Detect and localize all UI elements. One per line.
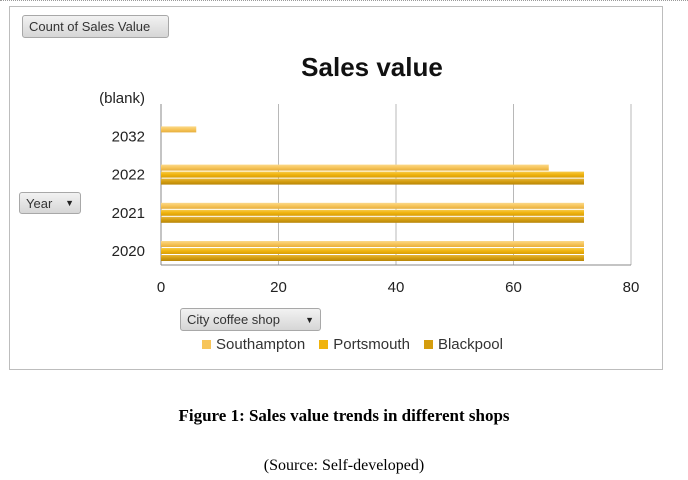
dropdown-arrow-icon: ▼ bbox=[305, 314, 314, 325]
legend-item-portsmouth: Portsmouth bbox=[319, 336, 410, 353]
legend-swatch bbox=[202, 340, 211, 349]
series-filter-dropdown[interactable]: City coffee shop ▼ bbox=[180, 308, 321, 331]
figure-source: (Source: Self-developed) bbox=[263, 457, 425, 474]
legend-swatch bbox=[423, 340, 433, 349]
chart-title: Sales value bbox=[301, 52, 443, 82]
values-field-label: Count of Sales Value bbox=[29, 19, 151, 34]
legend-item-southampton: Southampton bbox=[202, 336, 305, 353]
series-filter-label: City coffee shop bbox=[187, 312, 280, 327]
legend-label: Portsmouth bbox=[333, 336, 410, 353]
chart-area bbox=[9, 6, 663, 370]
legend-label: Southampton bbox=[216, 336, 306, 353]
top-divider bbox=[0, 0, 688, 1]
year-filter-label: Year bbox=[26, 195, 53, 211]
values-field-button[interactable]: Count of Sales Value bbox=[22, 15, 169, 38]
legend-swatch bbox=[319, 340, 329, 349]
chart-legend: Southampton Portsmouth Blackpool bbox=[202, 336, 503, 353]
year-filter-dropdown[interactable]: Year ▼ bbox=[19, 192, 81, 214]
figure-caption: Figure 1: Sales value trends in differen… bbox=[178, 406, 510, 425]
dropdown-arrow-icon: ▼ bbox=[65, 198, 74, 208]
legend-item-blackpool: Blackpool bbox=[423, 336, 503, 353]
legend-label: Blackpool bbox=[437, 336, 503, 353]
